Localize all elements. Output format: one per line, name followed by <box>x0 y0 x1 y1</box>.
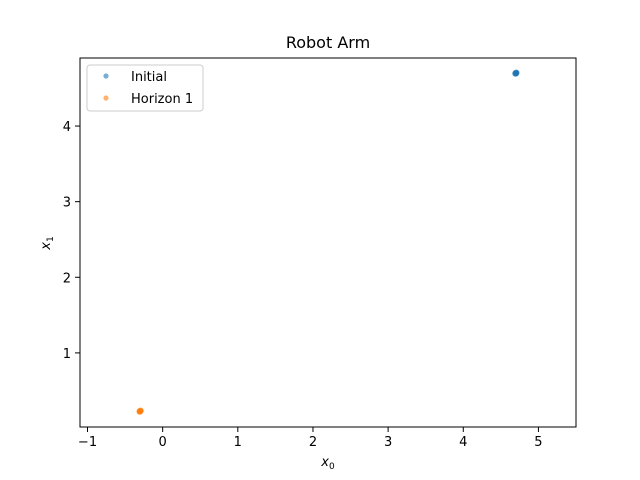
x-tick-label: 1 <box>234 435 242 450</box>
data-point-series-0 <box>513 70 520 77</box>
chart-title: Robot Arm <box>286 33 370 52</box>
y-tick-label: 4 <box>63 120 71 135</box>
x-tick-label: 5 <box>534 435 542 450</box>
y-tick-label: 1 <box>63 347 71 362</box>
x-tick-label: −1 <box>78 435 97 450</box>
plot-background <box>80 58 576 427</box>
x-axis-label: x0 <box>320 455 335 472</box>
legend-marker-initial <box>103 73 109 79</box>
y-axis-label: x1 <box>39 236 56 250</box>
data-point-series-1 <box>136 408 143 415</box>
legend-label-initial: Initial <box>131 70 167 85</box>
x-axis-ticks: −1 0 1 2 3 4 5 <box>78 427 543 450</box>
x-tick-label: 0 <box>159 435 167 450</box>
legend-label-horizon-1: Horizon 1 <box>131 92 193 107</box>
plot-frame <box>79 57 577 428</box>
y-tick-label: 2 <box>63 271 71 286</box>
x-tick-label: 4 <box>459 435 467 450</box>
y-axis-ticks: 1 2 3 4 <box>63 120 80 362</box>
legend-marker-horizon-1 <box>103 95 109 101</box>
plot-area <box>80 58 576 427</box>
legend: Initial Horizon 1 <box>86 64 204 112</box>
x-tick-label: 3 <box>384 435 392 450</box>
x-tick-label: 2 <box>309 435 317 450</box>
data-points <box>136 69 520 415</box>
y-tick-label: 3 <box>63 196 71 211</box>
legend-box <box>86 64 204 112</box>
